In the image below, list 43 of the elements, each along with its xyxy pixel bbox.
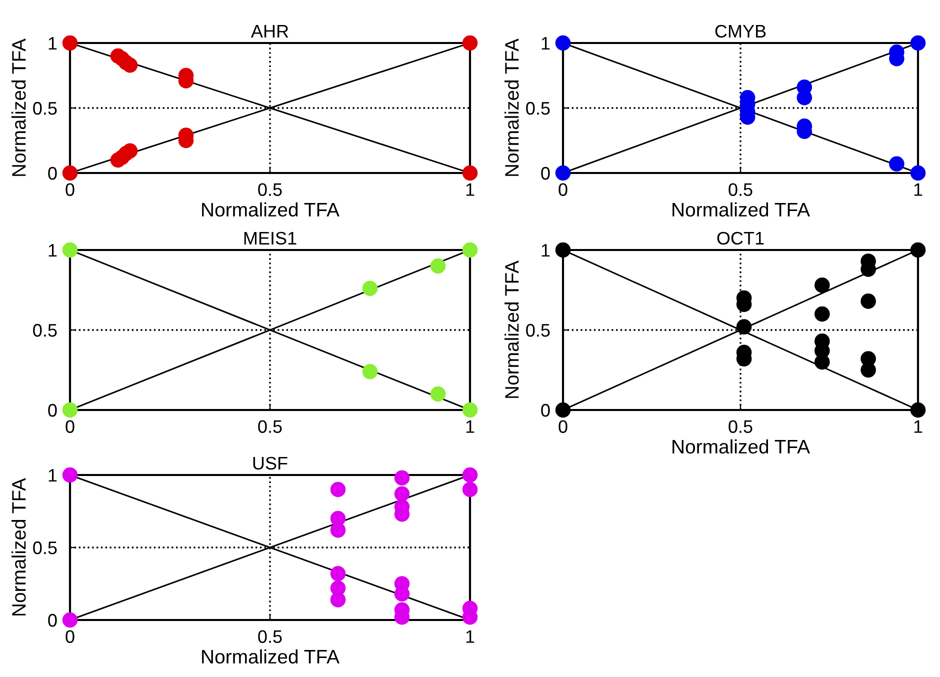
x-tick-label: 0.5 — [728, 183, 752, 196]
y-tick-label: 0.5 — [526, 102, 550, 115]
y-tick-label: 0.5 — [33, 324, 57, 337]
y-tick-label: 0 — [541, 166, 550, 180]
x-tick-label: 1 — [466, 183, 474, 196]
chart-title: MEIS1 — [244, 232, 296, 245]
y-tick-label: 0 — [541, 404, 550, 417]
x-axis-title: Normalized TFA — [672, 202, 810, 217]
x-tick-label: 0 — [66, 183, 74, 196]
y-tick-label: 0 — [48, 614, 57, 627]
y-axis-title: Normalized TFA — [504, 260, 519, 398]
y-tick-label: 1 — [48, 469, 57, 482]
x-tick-label: 1 — [914, 420, 922, 433]
x-tick-label: 0 — [558, 420, 568, 433]
y-axis-title: Normalized TFA — [12, 478, 26, 616]
x-tick-label: 1 — [914, 183, 922, 196]
chart-title: USF — [253, 456, 288, 470]
x-axis-title: Normalized TFA — [202, 649, 340, 664]
y-tick-label: 1 — [48, 244, 57, 257]
x-tick-label: 0.5 — [258, 183, 282, 196]
x-tick-label: 0 — [66, 630, 74, 643]
y-tick-label: 0 — [48, 166, 57, 180]
y-tick-label: 1 — [542, 244, 550, 257]
x-tick-label: 0.5 — [728, 420, 752, 433]
x-tick-label: 0.5 — [258, 630, 282, 643]
y-tick-label: 0.5 — [526, 324, 550, 337]
x-tick-label: 1 — [466, 420, 474, 433]
chart-title: OCT1 — [717, 232, 764, 245]
y-tick-label: 0.5 — [33, 102, 57, 115]
x-tick-label: 0.5 — [258, 420, 282, 433]
y-tick-label: 1 — [542, 37, 550, 50]
y-tick-label: 0.5 — [33, 541, 57, 554]
chart-title: AHR — [250, 25, 288, 38]
x-tick-label: 0 — [66, 420, 74, 433]
chart-title: CMYB — [715, 24, 766, 38]
y-tick-label: 1 — [48, 37, 57, 50]
y-axis-title: Normalized TFA — [504, 38, 519, 176]
y-axis-title: Normalized TFA — [12, 38, 26, 176]
x-tick-label: 1 — [466, 630, 474, 643]
x-axis-title: Normalized TFA — [202, 202, 340, 217]
x-tick-label: 0 — [558, 183, 568, 196]
x-axis-title: Normalized TFA — [672, 439, 810, 454]
y-tick-label: 0 — [48, 404, 57, 417]
